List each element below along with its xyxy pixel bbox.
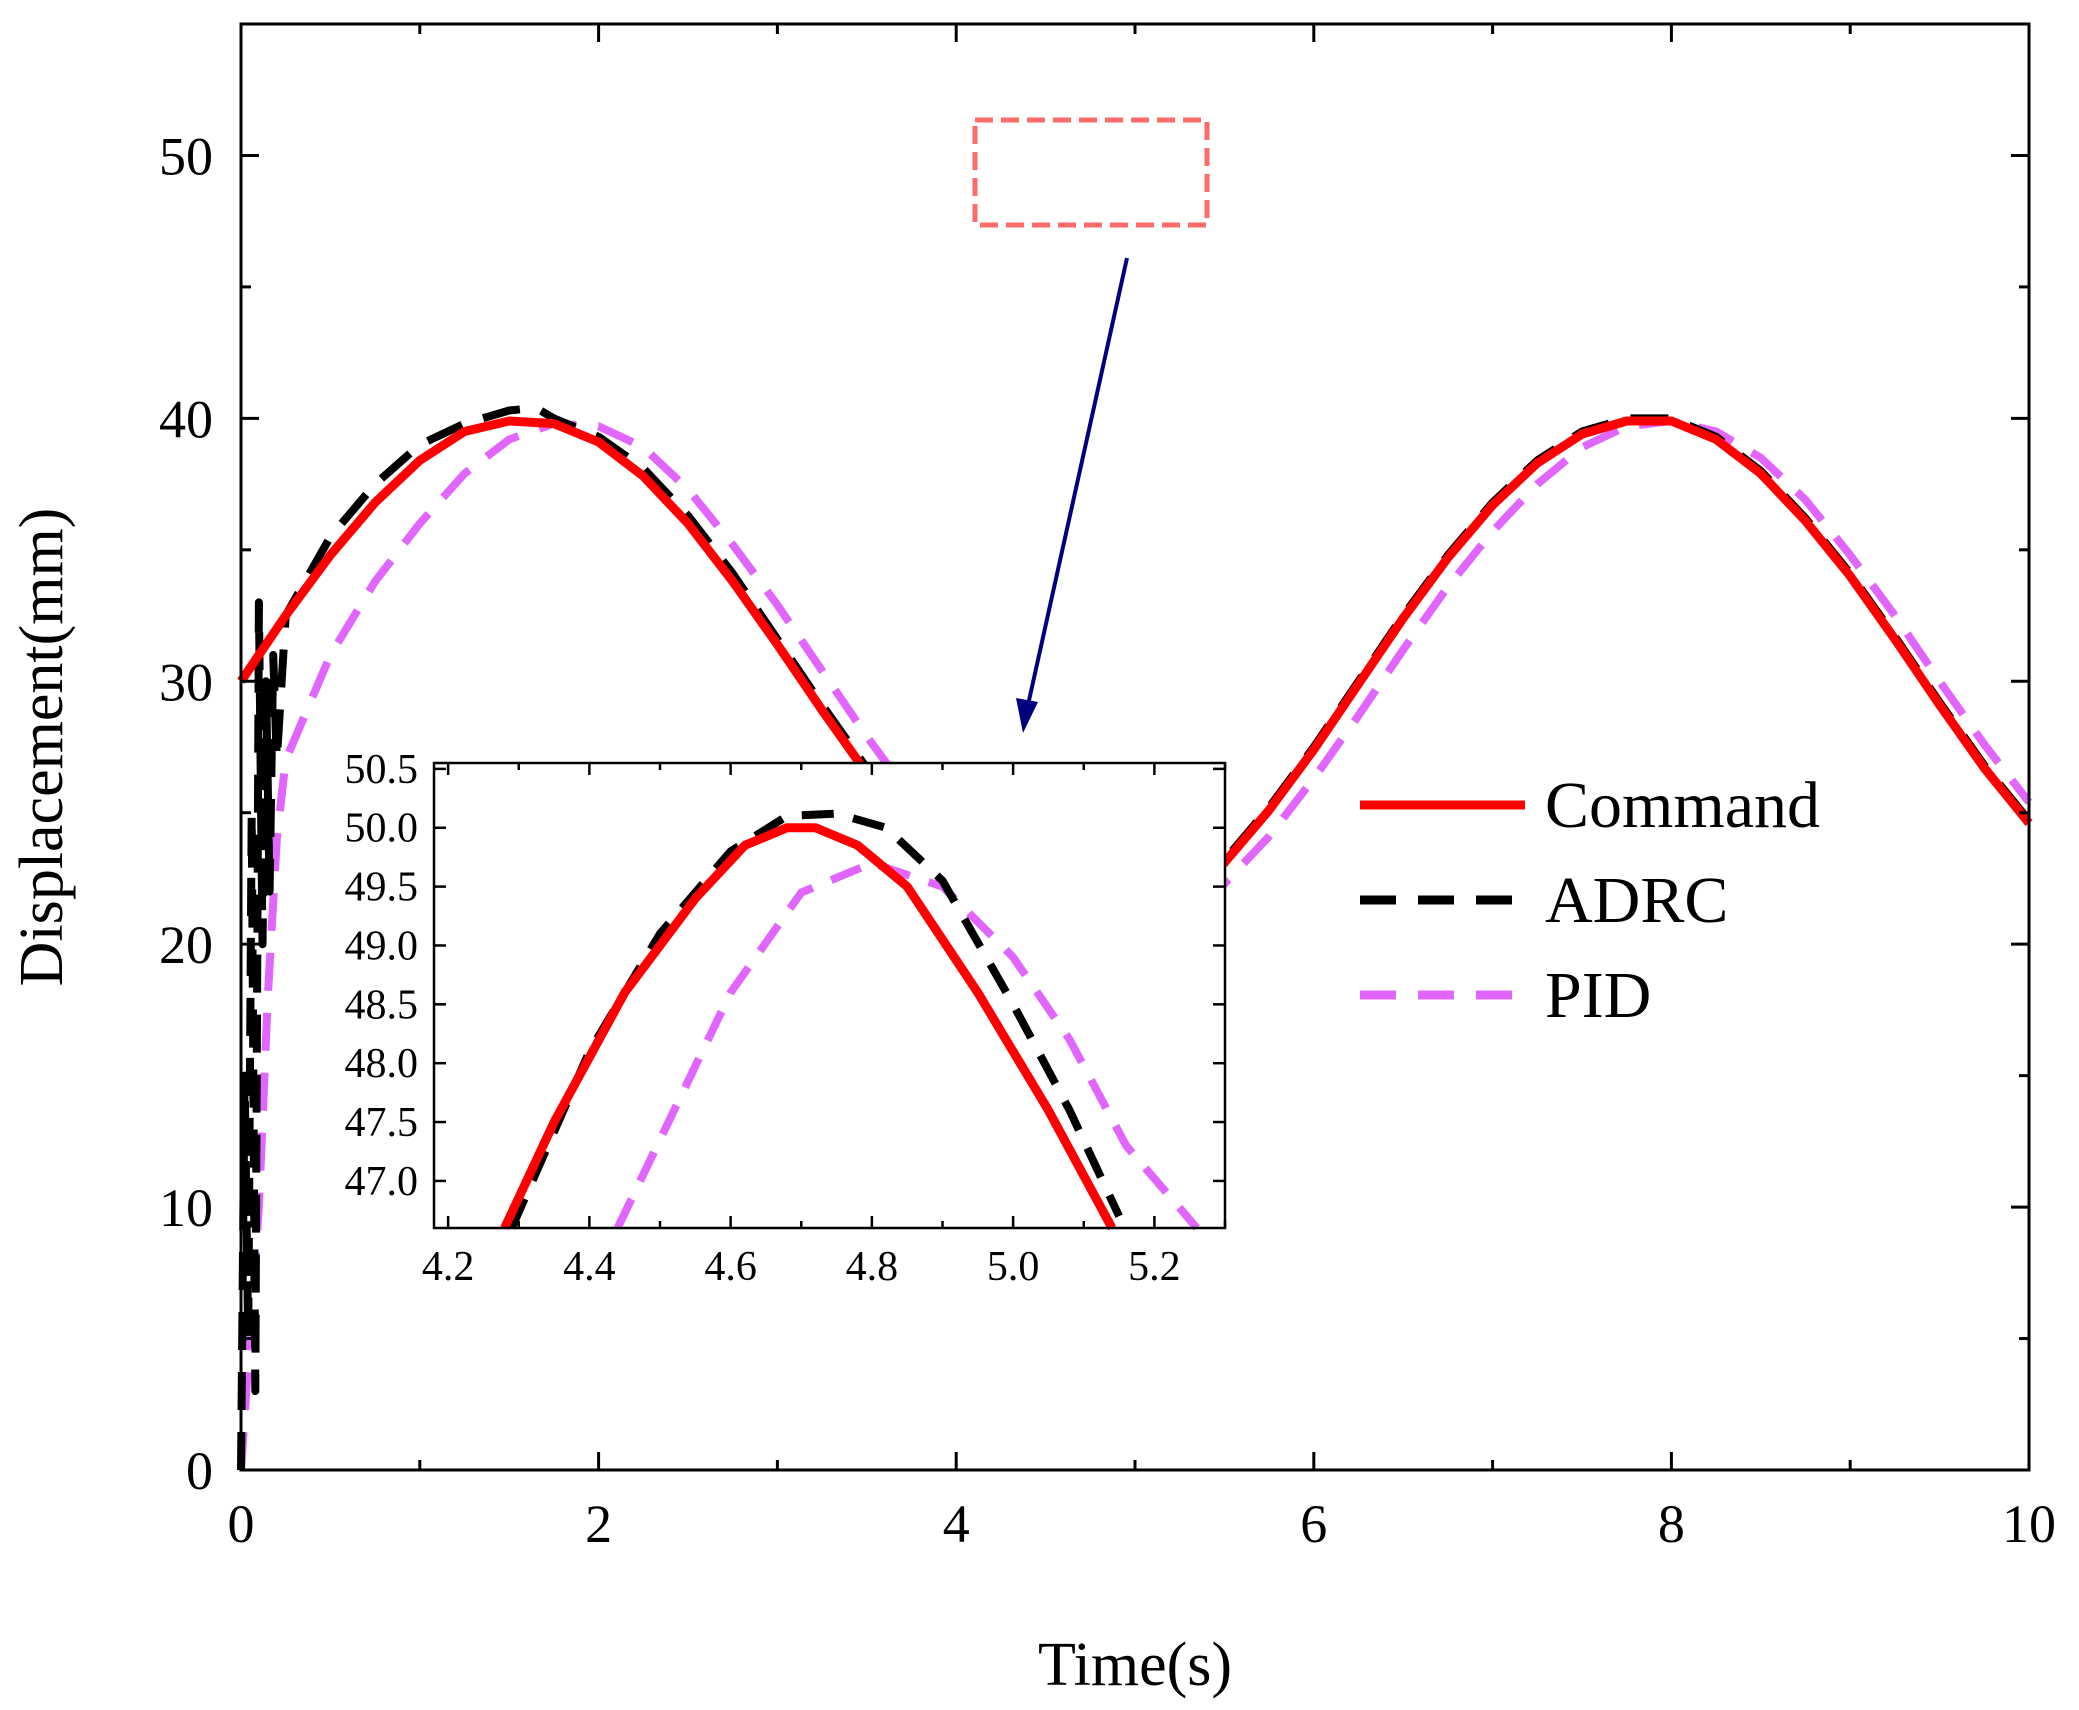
x-tick-label: 4: [943, 1494, 970, 1554]
y-tick-label: 40: [159, 389, 213, 449]
inset-x-tick-label: 5.2: [1128, 1244, 1181, 1290]
x-tick-label: 10: [2002, 1494, 2056, 1554]
zoom-arrow-head: [1016, 698, 1038, 733]
x-axis-title: Time(s): [1038, 1631, 1232, 1699]
y-tick-label: 30: [159, 652, 213, 712]
legend: Command ADRC PID: [1360, 769, 1820, 1032]
inset-x-tick-label: 4.2: [422, 1244, 475, 1290]
inset-plot: 4.2 4.4 4.6 4.8 5.0 5.2 47.0 47.5 48.0 48.5 49.0 49…: [345, 747, 1227, 1290]
x-tick-label: 6: [1300, 1494, 1327, 1554]
y-tick-label: 10: [159, 1178, 213, 1238]
zoom-region-box: [972, 117, 1210, 228]
inset-y-tick-label: 49.5: [345, 865, 419, 911]
x-tick-label: 0: [228, 1494, 255, 1554]
inset-ticks: 4.2 4.4 4.6 4.8 5.0 5.2 47.0 47.5 48.0 48.5 49.0 49…: [345, 747, 1227, 1290]
x-tick-label: 2: [585, 1494, 612, 1554]
inset-y-tick-label: 49.0: [345, 923, 419, 969]
y-tick-label: 0: [186, 1441, 213, 1501]
inset-series-line-pid: [613, 859, 1200, 1231]
inset-y-tick-label: 47.0: [345, 1159, 419, 1205]
legend-label-command: Command: [1545, 769, 1820, 842]
y-tick-label: 50: [159, 126, 213, 186]
inset-y-tick-label: 48.0: [345, 1041, 419, 1087]
inset-series-line-command: [500, 823, 1116, 1231]
y-tick-label: 20: [159, 915, 213, 975]
inset-x-tick-label: 4.4: [563, 1244, 616, 1290]
legend-label-pid: PID: [1545, 959, 1651, 1032]
x-tick-label: 8: [1658, 1494, 1685, 1554]
inset-y-tick-label: 47.5: [345, 1100, 419, 1146]
inset-x-tick-label: 4.6: [704, 1244, 757, 1290]
zoom-annotation: [972, 117, 1210, 733]
inset-y-tick-label: 50.5: [345, 747, 419, 793]
inset-plot-frame: [432, 761, 1227, 1230]
inset-y-tick-label: 48.5: [345, 982, 419, 1028]
inset-x-tick-label: 4.8: [846, 1244, 899, 1290]
y-axis-title: Displacement(mm): [8, 508, 76, 987]
zoom-arrow: [1026, 257, 1129, 706]
inset-y-tick-label: 50.0: [345, 806, 419, 852]
inset-background: [434, 763, 1225, 1228]
legend-label-adrc: ADRC: [1545, 864, 1728, 937]
main-ticks: 0 2 4 6 8 10 0 10 20 30 40 50: [159, 22, 2056, 1554]
inset-series-layer: [500, 809, 1200, 1231]
inset-x-tick-label: 5.0: [987, 1244, 1040, 1290]
